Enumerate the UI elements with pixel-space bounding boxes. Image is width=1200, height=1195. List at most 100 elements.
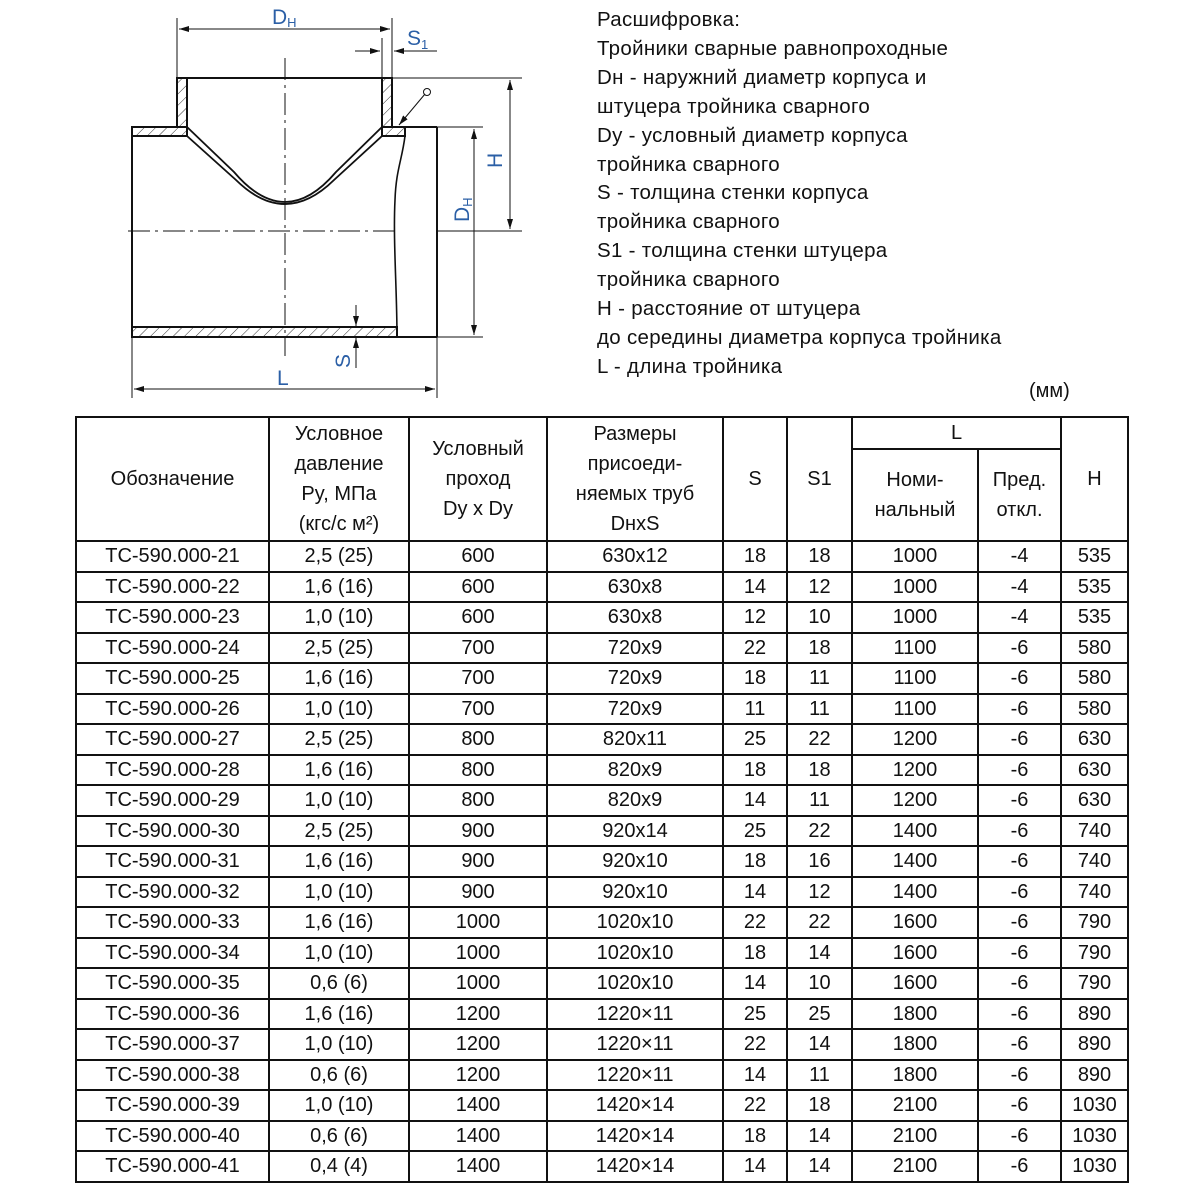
table-cell: 18 (786, 540, 853, 573)
header-line: (кгс/с м²) (298, 513, 380, 535)
table-cell: 16 (786, 845, 853, 878)
table-cell: 14 (786, 936, 853, 969)
table-cell: 14 (722, 1058, 788, 1091)
table-cell: 1420×14 (546, 1150, 724, 1183)
legend-line: S - толщина стенки корпуса (597, 181, 869, 205)
table-cell: 0,6 (6) (268, 1119, 410, 1152)
table-cell: 14 (722, 1150, 788, 1183)
table-cell: 14 (786, 1119, 853, 1152)
table-cell: 22 (786, 723, 853, 756)
table-cell: ТС-590.000-30 (75, 814, 270, 847)
dimension-labels: DH S1 H DH S L (272, 6, 507, 390)
table-cell: 720x9 (546, 631, 724, 664)
table-cell: 1800 (851, 1028, 979, 1061)
header-line: нальный (874, 499, 956, 521)
legend: Расшифровка: Тройники сварные равнопроход… (597, 6, 1002, 382)
table-cell: 11 (722, 692, 788, 725)
table-cell: 0,4 (4) (268, 1150, 410, 1183)
table-cell: 920x10 (546, 875, 724, 908)
legend-line: S1 - толщина стенки штуцера (597, 239, 888, 263)
header-line: откл. (996, 499, 1043, 521)
table-cell: 2,5 (25) (268, 631, 410, 664)
table-row: ТС-590.000-25 1,6 (16) 700 720x9 18 11 1100 -6 5… (75, 662, 1129, 695)
table-cell: 600 (408, 601, 548, 634)
legend-line: Dy - условный диаметр корпуса (597, 123, 908, 147)
table-cell: 920x14 (546, 814, 724, 847)
legend-line: Dн - наружний диаметр корпуса и (597, 65, 927, 89)
header-l-nominal: Номи-нальный (851, 448, 979, 542)
table-cell: -6 (977, 906, 1062, 939)
table-cell: 14 (722, 570, 788, 603)
table-cell: 1000 (408, 906, 548, 939)
header-s1: S1 (786, 416, 853, 542)
table-cell: 18 (722, 936, 788, 969)
legend-line: Тройники сварные равнопроходные (597, 36, 949, 60)
table-cell: 18 (722, 662, 788, 695)
table-cell: 14 (722, 967, 788, 1000)
table-cell: 1030 (1060, 1089, 1129, 1122)
table-cell: -4 (977, 601, 1062, 634)
dn-right-label: DH (451, 197, 475, 222)
table-cell: -6 (977, 1089, 1062, 1122)
table-row: ТС-590.000-23 1,0 (10) 600 630x8 12 10 1000 -4 5… (75, 601, 1129, 634)
table-cell: 1600 (851, 906, 979, 939)
table-row: ТС-590.000-36 1,6 (16) 1200 1220×11 25 25 1800… (75, 997, 1129, 1030)
table-cell: 1,6 (16) (268, 570, 410, 603)
table-cell: -6 (977, 997, 1062, 1030)
table-row: ТС-590.000-38 0,6 (6) 1200 1220×11 14 11 1800-… (75, 1058, 1129, 1091)
table-cell: 630x12 (546, 540, 724, 573)
table-cell: 920x10 (546, 845, 724, 878)
table-cell: 1420×14 (546, 1089, 724, 1122)
table-cell: 14 (722, 875, 788, 908)
header-line: Размеры (593, 423, 677, 445)
legend-line: тройника сварного (597, 210, 780, 234)
header-designation: Обозначение (75, 416, 270, 542)
header-line: присоеди- (587, 453, 683, 475)
tee-body (131, 77, 438, 338)
table-cell: 18 (786, 631, 853, 664)
table-cell: -6 (977, 1150, 1062, 1183)
legend-line: H - расстояние от штуцера (597, 297, 861, 321)
table-cell: 1400 (408, 1089, 548, 1122)
table-cell: 1,6 (16) (268, 906, 410, 939)
table-cell: 1020x10 (546, 936, 724, 969)
table-cell: ТС-590.000-33 (75, 906, 270, 939)
table-cell: 22 (722, 631, 788, 664)
table-cell: 890 (1060, 997, 1129, 1030)
table-cell: 800 (408, 784, 548, 817)
table-cell: 740 (1060, 814, 1129, 847)
table-cell: 11 (786, 1058, 853, 1091)
table-cell: ТС-590.000-32 (75, 875, 270, 908)
header-l: L (851, 416, 1062, 450)
table-cell: 10 (786, 967, 853, 1000)
table-cell: 630x8 (546, 601, 724, 634)
table-cell: 820x11 (546, 723, 724, 756)
table-cell: 1200 (408, 997, 548, 1030)
table-cell: -6 (977, 784, 1062, 817)
table-cell: -6 (977, 1058, 1062, 1091)
header-line: Py, МПа (301, 483, 377, 505)
header-line: Пред. (992, 469, 1047, 491)
table-cell: 1000 (408, 967, 548, 1000)
table-cell: ТС-590.000-27 (75, 723, 270, 756)
table-cell: 1030 (1060, 1150, 1129, 1183)
table-cell: 1400 (851, 814, 979, 847)
table-cell: -6 (977, 936, 1062, 969)
table-cell: 1,0 (10) (268, 784, 410, 817)
table-cell: 890 (1060, 1058, 1129, 1091)
table-cell: 1400 (851, 875, 979, 908)
header-line: давление (294, 453, 384, 475)
table-cell: 790 (1060, 936, 1129, 969)
table-cell: 1000 (851, 570, 979, 603)
table-cell: 630 (1060, 784, 1129, 817)
table-cell: 22 (722, 906, 788, 939)
table-cell: -6 (977, 1119, 1062, 1152)
table-cell: 25 (722, 723, 788, 756)
table-cell: 18 (722, 1119, 788, 1152)
header-pipes: Размеры присоеди-няемых труб DнxS (546, 416, 724, 542)
table-cell: 535 (1060, 601, 1129, 634)
table-cell: 740 (1060, 875, 1129, 908)
tee-drawing: DH S1 H DH S L (128, 6, 522, 398)
table-cell: 1100 (851, 692, 979, 725)
header-line: проход (445, 468, 511, 490)
